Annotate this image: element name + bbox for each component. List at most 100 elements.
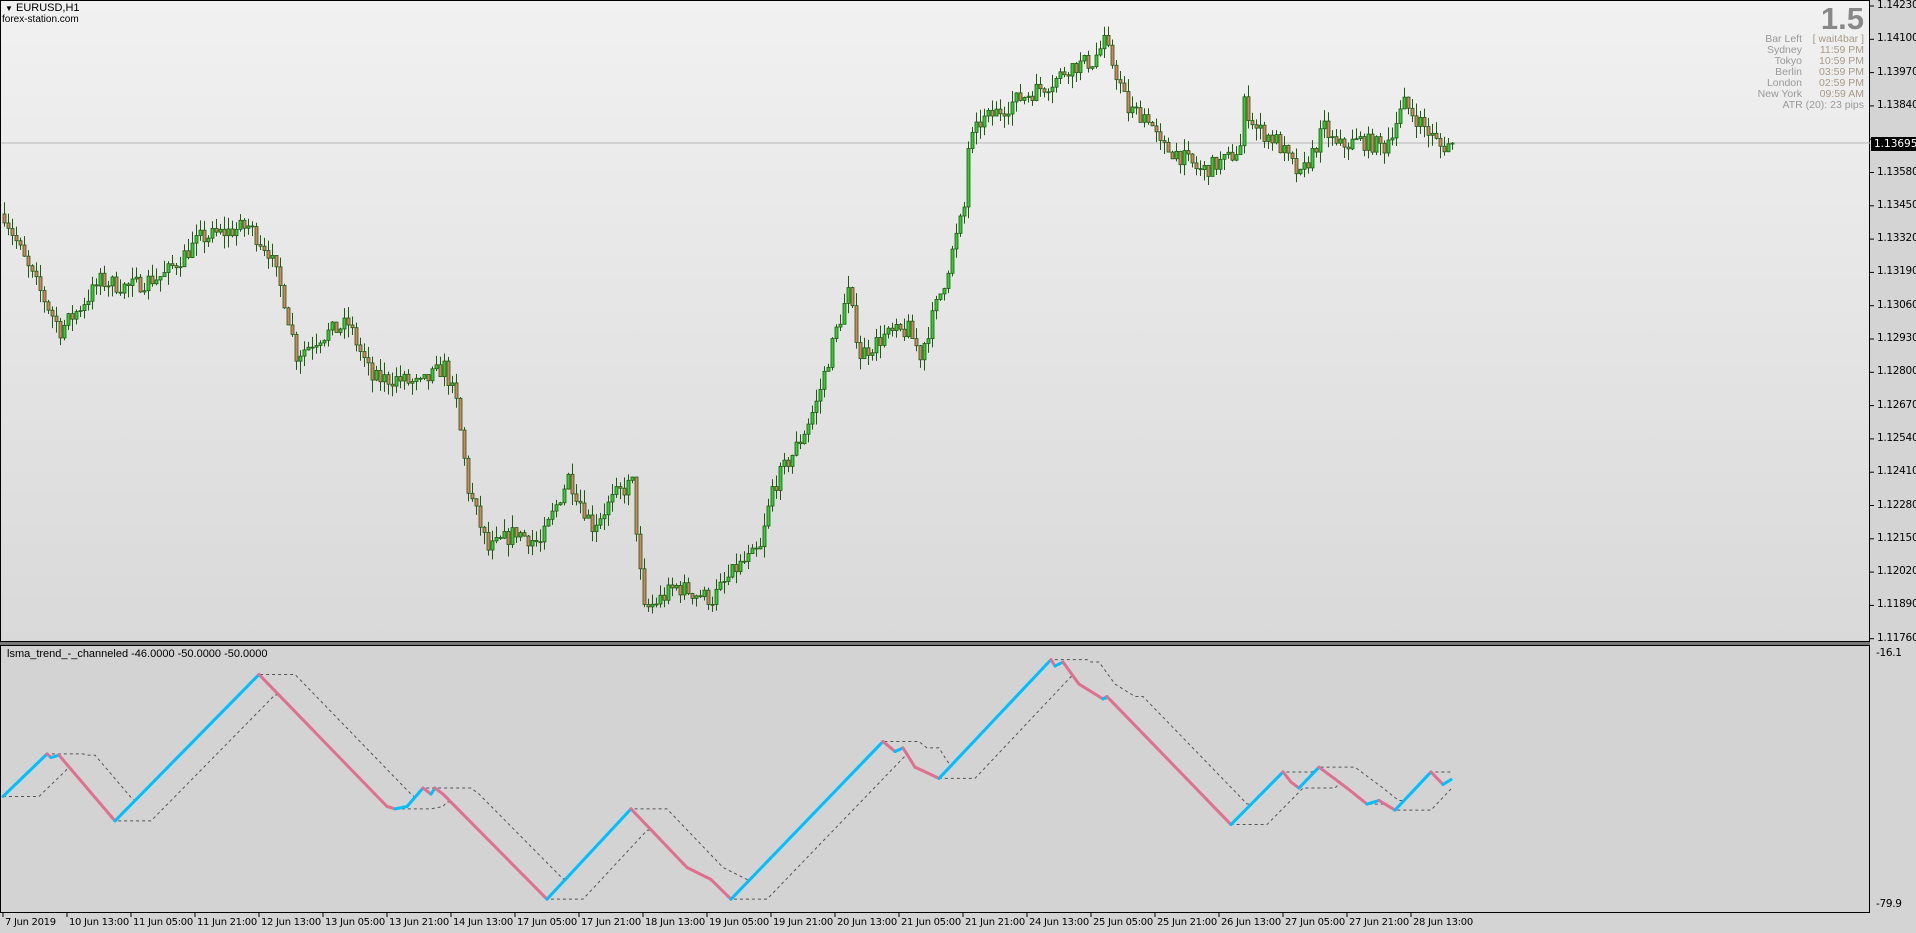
bull-candle <box>1006 113 1011 117</box>
bull-candle <box>718 581 723 590</box>
bull-candle <box>766 505 771 527</box>
bull-candle <box>1222 154 1227 160</box>
bear-candle <box>1362 136 1367 151</box>
bull-candle <box>1098 48 1103 56</box>
bear-candle <box>34 270 39 278</box>
price-tick-label: 1.12410 <box>1877 465 1916 478</box>
bull-candle <box>602 514 607 520</box>
bear-candle <box>866 347 871 356</box>
bull-candle <box>702 589 707 598</box>
time-tick-label: 26 Jun 13:00 <box>1221 917 1281 928</box>
time-tick-label: 21 Jun 21:00 <box>965 917 1025 928</box>
bull-candle <box>158 276 163 281</box>
bear-candle <box>1066 74 1071 77</box>
info-row: Berlin 03:59 PM <box>1722 67 1864 78</box>
bull-candle <box>326 329 331 341</box>
bull-candle <box>1054 78 1059 88</box>
bull-candle <box>714 588 719 605</box>
bull-candle <box>318 342 323 346</box>
bull-candle <box>962 206 967 217</box>
bear-candle <box>902 328 907 338</box>
bull-candle <box>966 148 971 208</box>
bear-candle <box>438 364 443 378</box>
bear-candle <box>1150 121 1155 127</box>
bull-candle <box>810 412 815 425</box>
spread-value: 1.5 <box>1820 1 1864 36</box>
bull-candle <box>658 594 663 605</box>
bear-candle <box>1074 63 1079 74</box>
bear-candle <box>522 532 527 537</box>
info-row-label: Berlin <box>1775 66 1802 78</box>
price-tick-label: 1.13840 <box>1877 98 1916 111</box>
bear-candle <box>526 535 531 547</box>
bull-candle <box>834 326 839 339</box>
bull-candle <box>1418 117 1423 127</box>
time-tick-label: 12 Jun 13:00 <box>261 917 321 928</box>
bear-candle <box>1126 91 1131 114</box>
bear-candle <box>1106 34 1111 46</box>
pane-separator[interactable] <box>0 642 1870 645</box>
bear-candle <box>446 360 451 386</box>
bull-candle <box>862 347 867 360</box>
time-tick-label: 10 Jun 13:00 <box>69 917 129 928</box>
bull-candle <box>826 366 831 372</box>
bear-candle <box>14 235 19 242</box>
current-price-label: 1.13695 <box>1871 137 1916 151</box>
bear-candle <box>1426 126 1431 136</box>
bull-candle <box>986 109 991 117</box>
bull-candle <box>682 582 687 596</box>
bull-candle <box>98 272 103 287</box>
bull-candle <box>1374 136 1379 153</box>
bull-candle <box>122 283 127 294</box>
bear-candle <box>854 305 859 343</box>
bear-candle <box>470 492 475 500</box>
bear-candle <box>1406 96 1411 109</box>
bull-candle <box>1094 54 1099 68</box>
bull-candle <box>1266 134 1271 142</box>
bear-candle <box>46 301 51 311</box>
bear-candle <box>1434 132 1439 139</box>
chart-symbol-title[interactable]: ▼ EURUSD,H1 <box>5 3 80 14</box>
bear-candle <box>114 276 119 293</box>
bear-candle <box>2 213 7 224</box>
bull-candle <box>782 459 787 467</box>
bull-candle <box>442 360 447 378</box>
bear-candle <box>1178 150 1183 166</box>
bear-candle <box>1086 54 1091 69</box>
bear-candle <box>42 290 47 303</box>
bear-candle <box>1326 120 1331 139</box>
indicator-pane[interactable] <box>0 645 1870 913</box>
bull-candle <box>614 486 619 495</box>
bear-candle <box>406 373 411 384</box>
bear-candle <box>282 285 287 309</box>
time-tick-label: 21 Jun 05:00 <box>901 917 961 928</box>
bull-candle <box>74 311 79 320</box>
bull-candle <box>1354 138 1359 141</box>
bull-candle <box>606 501 611 516</box>
bear-candle <box>578 500 583 504</box>
bull-candle <box>494 537 499 542</box>
info-row-label: Bar Left <box>1765 33 1802 45</box>
bear-candle <box>646 604 651 608</box>
bull-candle <box>926 338 931 344</box>
triangle-down-icon[interactable]: ▼ <box>5 4 13 13</box>
bear-candle <box>274 255 279 268</box>
bull-candle <box>626 479 631 496</box>
bull-candle <box>226 228 231 237</box>
bull-candle <box>1182 150 1187 166</box>
bull-candle <box>310 346 315 349</box>
bear-candle <box>254 226 259 245</box>
bull-candle <box>502 531 507 539</box>
bear-candle <box>574 493 579 502</box>
bear-candle <box>118 291 123 294</box>
bear-candle <box>1250 120 1255 126</box>
bull-candle <box>154 279 159 285</box>
price-chart-pane[interactable] <box>0 0 1870 642</box>
bear-candle <box>1382 142 1387 154</box>
bull-candle <box>322 339 327 344</box>
bull-candle <box>554 504 559 512</box>
price-tick-label: 1.12280 <box>1877 498 1916 511</box>
bull-candle <box>942 288 947 295</box>
time-tick-label: 19 Jun 21:00 <box>773 917 833 928</box>
